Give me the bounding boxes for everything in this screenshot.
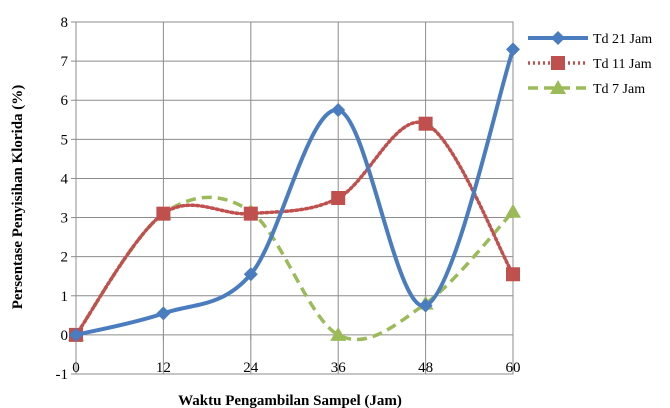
series-0-point-2 (243, 267, 258, 282)
x-tick-label-0: 0 (72, 360, 80, 376)
plot-area (75, 21, 514, 375)
legend-label-1: Td 11 Jam (593, 57, 652, 72)
x-tick-label-5: 60 (506, 360, 521, 376)
legend-item-0: Td 21 Jam (528, 31, 652, 47)
y-tick-label-9: 8 (61, 15, 69, 31)
series-1-point-3 (331, 191, 346, 205)
legend-label-0: Td 21 Jam (593, 32, 652, 47)
y-tick-label-3: 2 (61, 250, 69, 266)
y-tick-label-7: 6 (61, 93, 69, 109)
series-0-point-4 (418, 298, 433, 313)
y-tick-label-1: 0 (61, 328, 69, 344)
x-axis: 0 12 24 36 48 60 (72, 334, 521, 376)
y-tick-label-5: 4 (61, 171, 69, 187)
y-tick-label-8: 7 (61, 54, 69, 70)
series-0-point-0 (69, 327, 83, 342)
x-tick-label-4: 48 (418, 360, 433, 376)
series-1-point-4 (418, 116, 433, 131)
series-group (68, 42, 521, 342)
legend: Td 21 Jam Td 11 Jam Td 7 Jam (528, 31, 652, 97)
y-axis: -1 0 1 2 3 4 5 6 7 8 (56, 15, 76, 383)
legend-item-1: Td 11 Jam (528, 56, 652, 72)
y-tick-label-6: 5 (61, 132, 69, 148)
x-tick-label-1: 12 (156, 360, 171, 376)
legend-marker-1 (551, 56, 565, 70)
y-tick-label-0: -1 (56, 367, 69, 383)
series-2-point-3 (330, 326, 347, 341)
legend-marker-2 (550, 80, 566, 94)
x-axis-title: Waktu Pengambilan Sampel (Jam) (178, 393, 402, 408)
series-1-point-1 (156, 206, 171, 221)
y-tick-label-4: 3 (61, 211, 69, 227)
series-1-point-2 (243, 206, 258, 221)
series-line-1 (74, 120, 515, 337)
series-0-point-1 (156, 306, 171, 321)
legend-item-2: Td 7 Jam (528, 80, 645, 97)
legend-marker-0 (551, 31, 565, 45)
series-line-0 (75, 48, 515, 337)
y-axis-title: Persentase Penyisihan Klorida (%) (10, 85, 26, 310)
series-0-point-5 (506, 42, 520, 57)
y-tick-label-2: 1 (61, 289, 69, 305)
legend-label-2: Td 7 Jam (593, 82, 645, 97)
series-1-point-5 (506, 267, 520, 282)
series-2-point-5 (505, 203, 521, 218)
series-1 (69, 116, 520, 342)
x-tick-label-2: 24 (243, 360, 259, 376)
plot-border (75, 21, 514, 375)
x-tick-label-3: 36 (331, 360, 347, 376)
series-0-point-3 (331, 103, 346, 117)
series-0 (69, 42, 520, 342)
